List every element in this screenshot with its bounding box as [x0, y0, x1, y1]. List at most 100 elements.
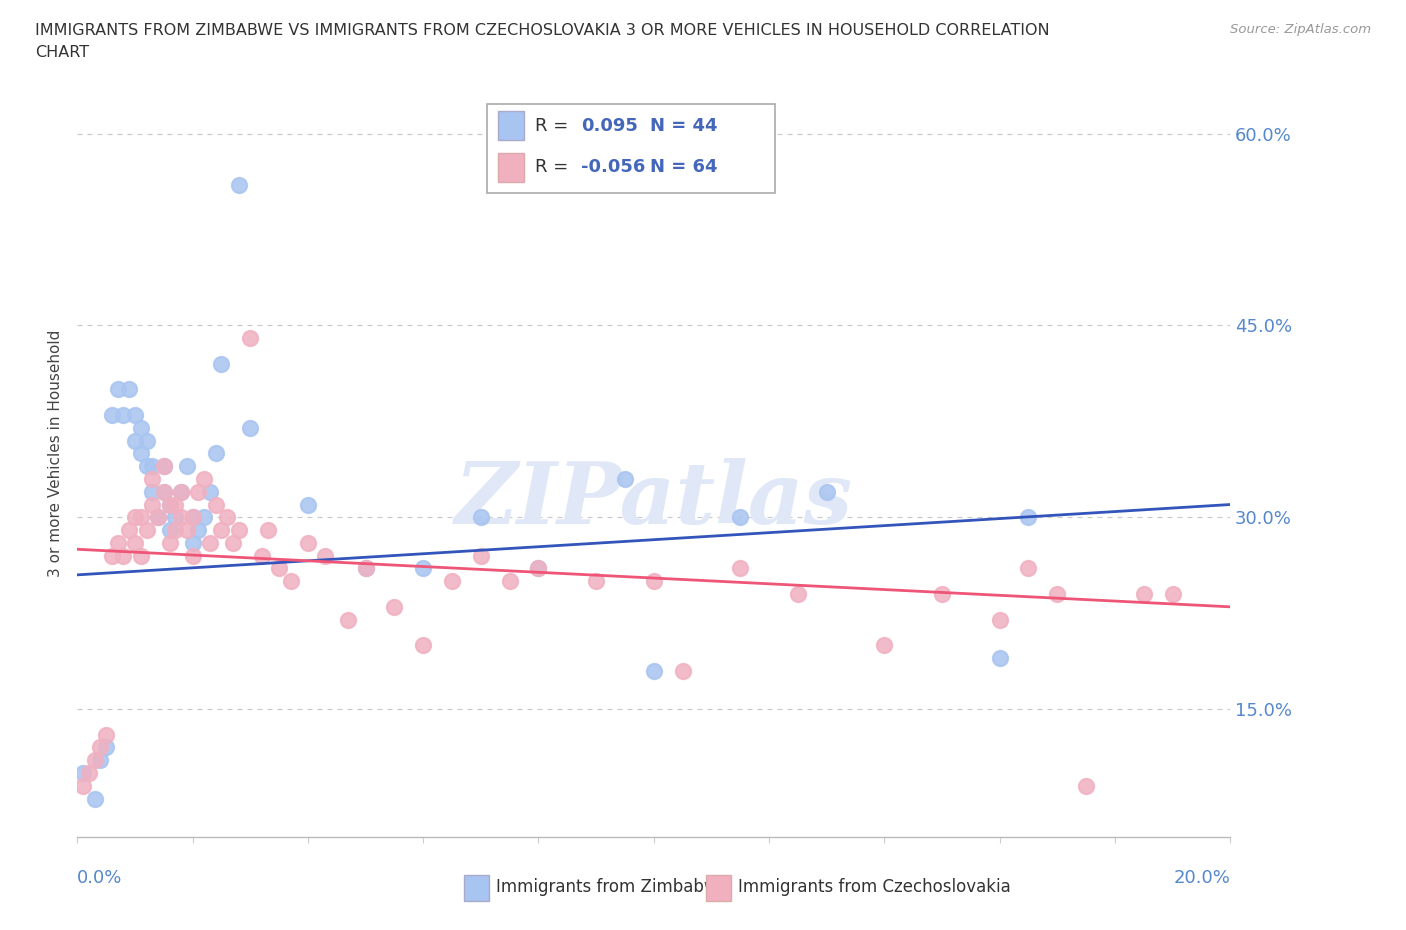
Point — [672, 663, 695, 678]
Point — [165, 510, 187, 525]
Point — [228, 523, 250, 538]
Bar — [464, 874, 489, 900]
Point — [129, 420, 152, 435]
Point — [124, 433, 146, 448]
Point — [337, 612, 360, 627]
Point — [141, 485, 163, 499]
Text: 20.0%: 20.0% — [1174, 869, 1230, 887]
Point — [585, 574, 607, 589]
Point — [211, 356, 233, 371]
Point — [527, 561, 550, 576]
Point — [141, 472, 163, 486]
Bar — [706, 874, 731, 900]
Point — [118, 382, 141, 397]
Text: CHART: CHART — [35, 45, 89, 60]
Point — [187, 523, 209, 538]
Text: Immigrants from Zimbabwe: Immigrants from Zimbabwe — [496, 878, 727, 896]
Point — [412, 561, 434, 576]
Point — [354, 561, 377, 576]
Point — [1018, 510, 1040, 525]
Point — [228, 178, 250, 193]
Point — [129, 510, 152, 525]
Point — [280, 574, 302, 589]
Point — [124, 510, 146, 525]
Point — [643, 663, 665, 678]
Point — [470, 510, 492, 525]
Point — [159, 523, 181, 538]
Point — [988, 612, 1011, 627]
Point — [107, 382, 129, 397]
Point — [193, 510, 215, 525]
Point — [83, 753, 105, 768]
Point — [412, 638, 434, 653]
Point — [112, 549, 135, 564]
Point — [614, 472, 637, 486]
Point — [181, 536, 204, 551]
Point — [730, 561, 752, 576]
Point — [135, 523, 157, 538]
FancyBboxPatch shape — [486, 104, 775, 193]
Point — [107, 536, 129, 551]
Bar — [498, 153, 523, 181]
Point — [176, 458, 198, 473]
Point — [1133, 587, 1156, 602]
Point — [170, 485, 193, 499]
Point — [135, 433, 157, 448]
Text: N = 64: N = 64 — [651, 158, 718, 176]
Point — [181, 510, 204, 525]
Point — [165, 498, 187, 512]
Text: R =: R = — [536, 158, 574, 176]
Point — [146, 510, 169, 525]
Point — [170, 485, 193, 499]
Point — [211, 523, 233, 538]
Point — [170, 510, 193, 525]
Y-axis label: 3 or more Vehicles in Household: 3 or more Vehicles in Household — [48, 330, 63, 577]
Point — [222, 536, 245, 551]
Point — [153, 458, 174, 473]
Point — [643, 574, 665, 589]
Point — [527, 561, 550, 576]
Point — [256, 523, 278, 538]
Text: Source: ZipAtlas.com: Source: ZipAtlas.com — [1230, 23, 1371, 36]
Point — [124, 407, 146, 422]
Point — [96, 740, 118, 755]
Point — [204, 446, 226, 461]
Point — [153, 458, 174, 473]
Point — [146, 510, 169, 525]
Text: 0.095: 0.095 — [581, 117, 638, 135]
Point — [72, 778, 94, 793]
Point — [141, 458, 163, 473]
Point — [96, 727, 118, 742]
Point — [239, 331, 262, 346]
Point — [470, 549, 492, 564]
Point — [250, 549, 273, 564]
Text: -0.056: -0.056 — [581, 158, 645, 176]
Point — [787, 587, 810, 602]
Point — [72, 765, 94, 780]
Point — [181, 510, 204, 525]
Point — [297, 536, 319, 551]
Point — [101, 549, 124, 564]
Point — [873, 638, 896, 653]
Text: 0.0%: 0.0% — [77, 869, 122, 887]
Point — [931, 587, 953, 602]
Point — [159, 536, 181, 551]
Point — [499, 574, 522, 589]
Point — [354, 561, 377, 576]
Point — [239, 420, 262, 435]
Point — [1046, 587, 1069, 602]
Point — [198, 485, 221, 499]
Point — [153, 485, 174, 499]
Point — [204, 498, 226, 512]
Point — [118, 523, 141, 538]
Point — [217, 510, 239, 525]
Point — [77, 765, 100, 780]
Point — [198, 536, 221, 551]
Point — [988, 651, 1011, 666]
Point — [129, 446, 152, 461]
Point — [112, 407, 135, 422]
Point — [176, 523, 198, 538]
Point — [89, 753, 111, 768]
Point — [297, 498, 319, 512]
Point — [135, 458, 157, 473]
